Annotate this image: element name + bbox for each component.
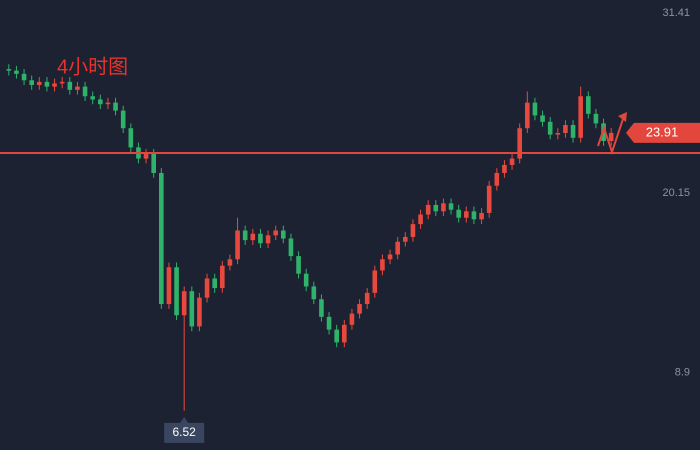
- candle-body: [113, 102, 118, 111]
- candle-body: [220, 265, 225, 289]
- candle-body: [82, 86, 88, 97]
- candle-body: [143, 153, 149, 159]
- candle-body: [14, 70, 19, 74]
- candle-body: [509, 158, 515, 165]
- candle-body: [21, 73, 27, 81]
- candle-body: [258, 233, 263, 244]
- candle-body: [410, 224, 416, 237]
- candle-body: [593, 113, 599, 124]
- candle-body: [75, 86, 80, 90]
- candle-body: [464, 211, 469, 218]
- candle-body: [349, 313, 355, 325]
- candle-body: [418, 214, 423, 225]
- candle-body: [67, 81, 73, 90]
- candle-body: [44, 81, 50, 87]
- candle-body: [120, 110, 126, 129]
- candle-body: [235, 230, 240, 260]
- candle-body: [486, 185, 492, 213]
- chart-title: 4小时图: [57, 55, 128, 78]
- last-price-tag: [626, 122, 700, 143]
- candle-body: [166, 267, 172, 305]
- candle-body: [151, 153, 156, 173]
- candle-body: [433, 204, 439, 212]
- candle-body: [570, 125, 576, 138]
- candle-body: [288, 238, 294, 257]
- annotation-arrow: [597, 115, 625, 156]
- low-tag: [164, 416, 205, 443]
- candle-body: [403, 236, 408, 242]
- candle-body: [494, 172, 500, 186]
- plot: [6, 64, 614, 411]
- last-price-label: 23.91: [646, 124, 679, 139]
- candle-body: [547, 121, 553, 135]
- candle-body: [502, 164, 507, 173]
- candle-body: [441, 203, 446, 212]
- candle-body: [456, 209, 461, 218]
- candle-body: [425, 204, 431, 215]
- candle-body: [395, 241, 400, 255]
- candle-body: [281, 230, 286, 239]
- candle-body: [189, 291, 195, 327]
- candle-body: [98, 99, 103, 105]
- candle-body: [212, 278, 217, 289]
- candle-body: [181, 291, 187, 316]
- candle-body: [273, 230, 278, 236]
- candle-body: [303, 273, 309, 287]
- candle-body: [6, 69, 12, 71]
- candle-body: [204, 278, 210, 298]
- low-label: 6.52: [173, 425, 197, 439]
- candle-body: [357, 304, 362, 314]
- candle-body: [586, 96, 591, 114]
- candle-body: [372, 270, 378, 293]
- y-tick-label: 31.41: [662, 7, 690, 19]
- candle-body: [37, 81, 42, 86]
- candle-body: [555, 133, 561, 135]
- candle-body: [105, 102, 111, 105]
- candle-body: [471, 211, 477, 220]
- candle-body: [578, 96, 583, 138]
- candle-body: [525, 102, 530, 129]
- candle-body: [242, 230, 248, 241]
- candle-body: [380, 259, 385, 271]
- candle-body: [52, 83, 57, 87]
- y-tick-label: 8.9: [675, 367, 690, 379]
- candle-body: [227, 259, 233, 266]
- candle-body: [448, 203, 454, 210]
- candle-body: [517, 128, 522, 159]
- candle-body: [563, 125, 568, 134]
- y-tick-label: 20.15: [662, 187, 690, 199]
- candle-body: [387, 254, 393, 260]
- candle-body: [334, 329, 339, 343]
- candle-body: [311, 286, 317, 300]
- candle-body: [128, 128, 134, 148]
- candle-body: [250, 233, 256, 241]
- candle-body: [59, 81, 65, 84]
- candle-body: [296, 256, 301, 274]
- candle-body: [364, 292, 370, 305]
- candle-body: [479, 212, 484, 220]
- candle-body: [608, 132, 614, 141]
- candle-body: [265, 235, 271, 244]
- candle-body: [532, 102, 538, 116]
- candle-body: [540, 115, 545, 122]
- candle-body: [174, 267, 179, 316]
- candle-body: [326, 316, 332, 330]
- candle-body: [319, 299, 324, 317]
- candle-body: [29, 80, 34, 86]
- annotation-arrowhead: [618, 112, 627, 122]
- candle-body: [90, 96, 95, 100]
- candle-body: [342, 324, 347, 343]
- candle-body: [197, 297, 202, 327]
- candle-body: [159, 172, 164, 305]
